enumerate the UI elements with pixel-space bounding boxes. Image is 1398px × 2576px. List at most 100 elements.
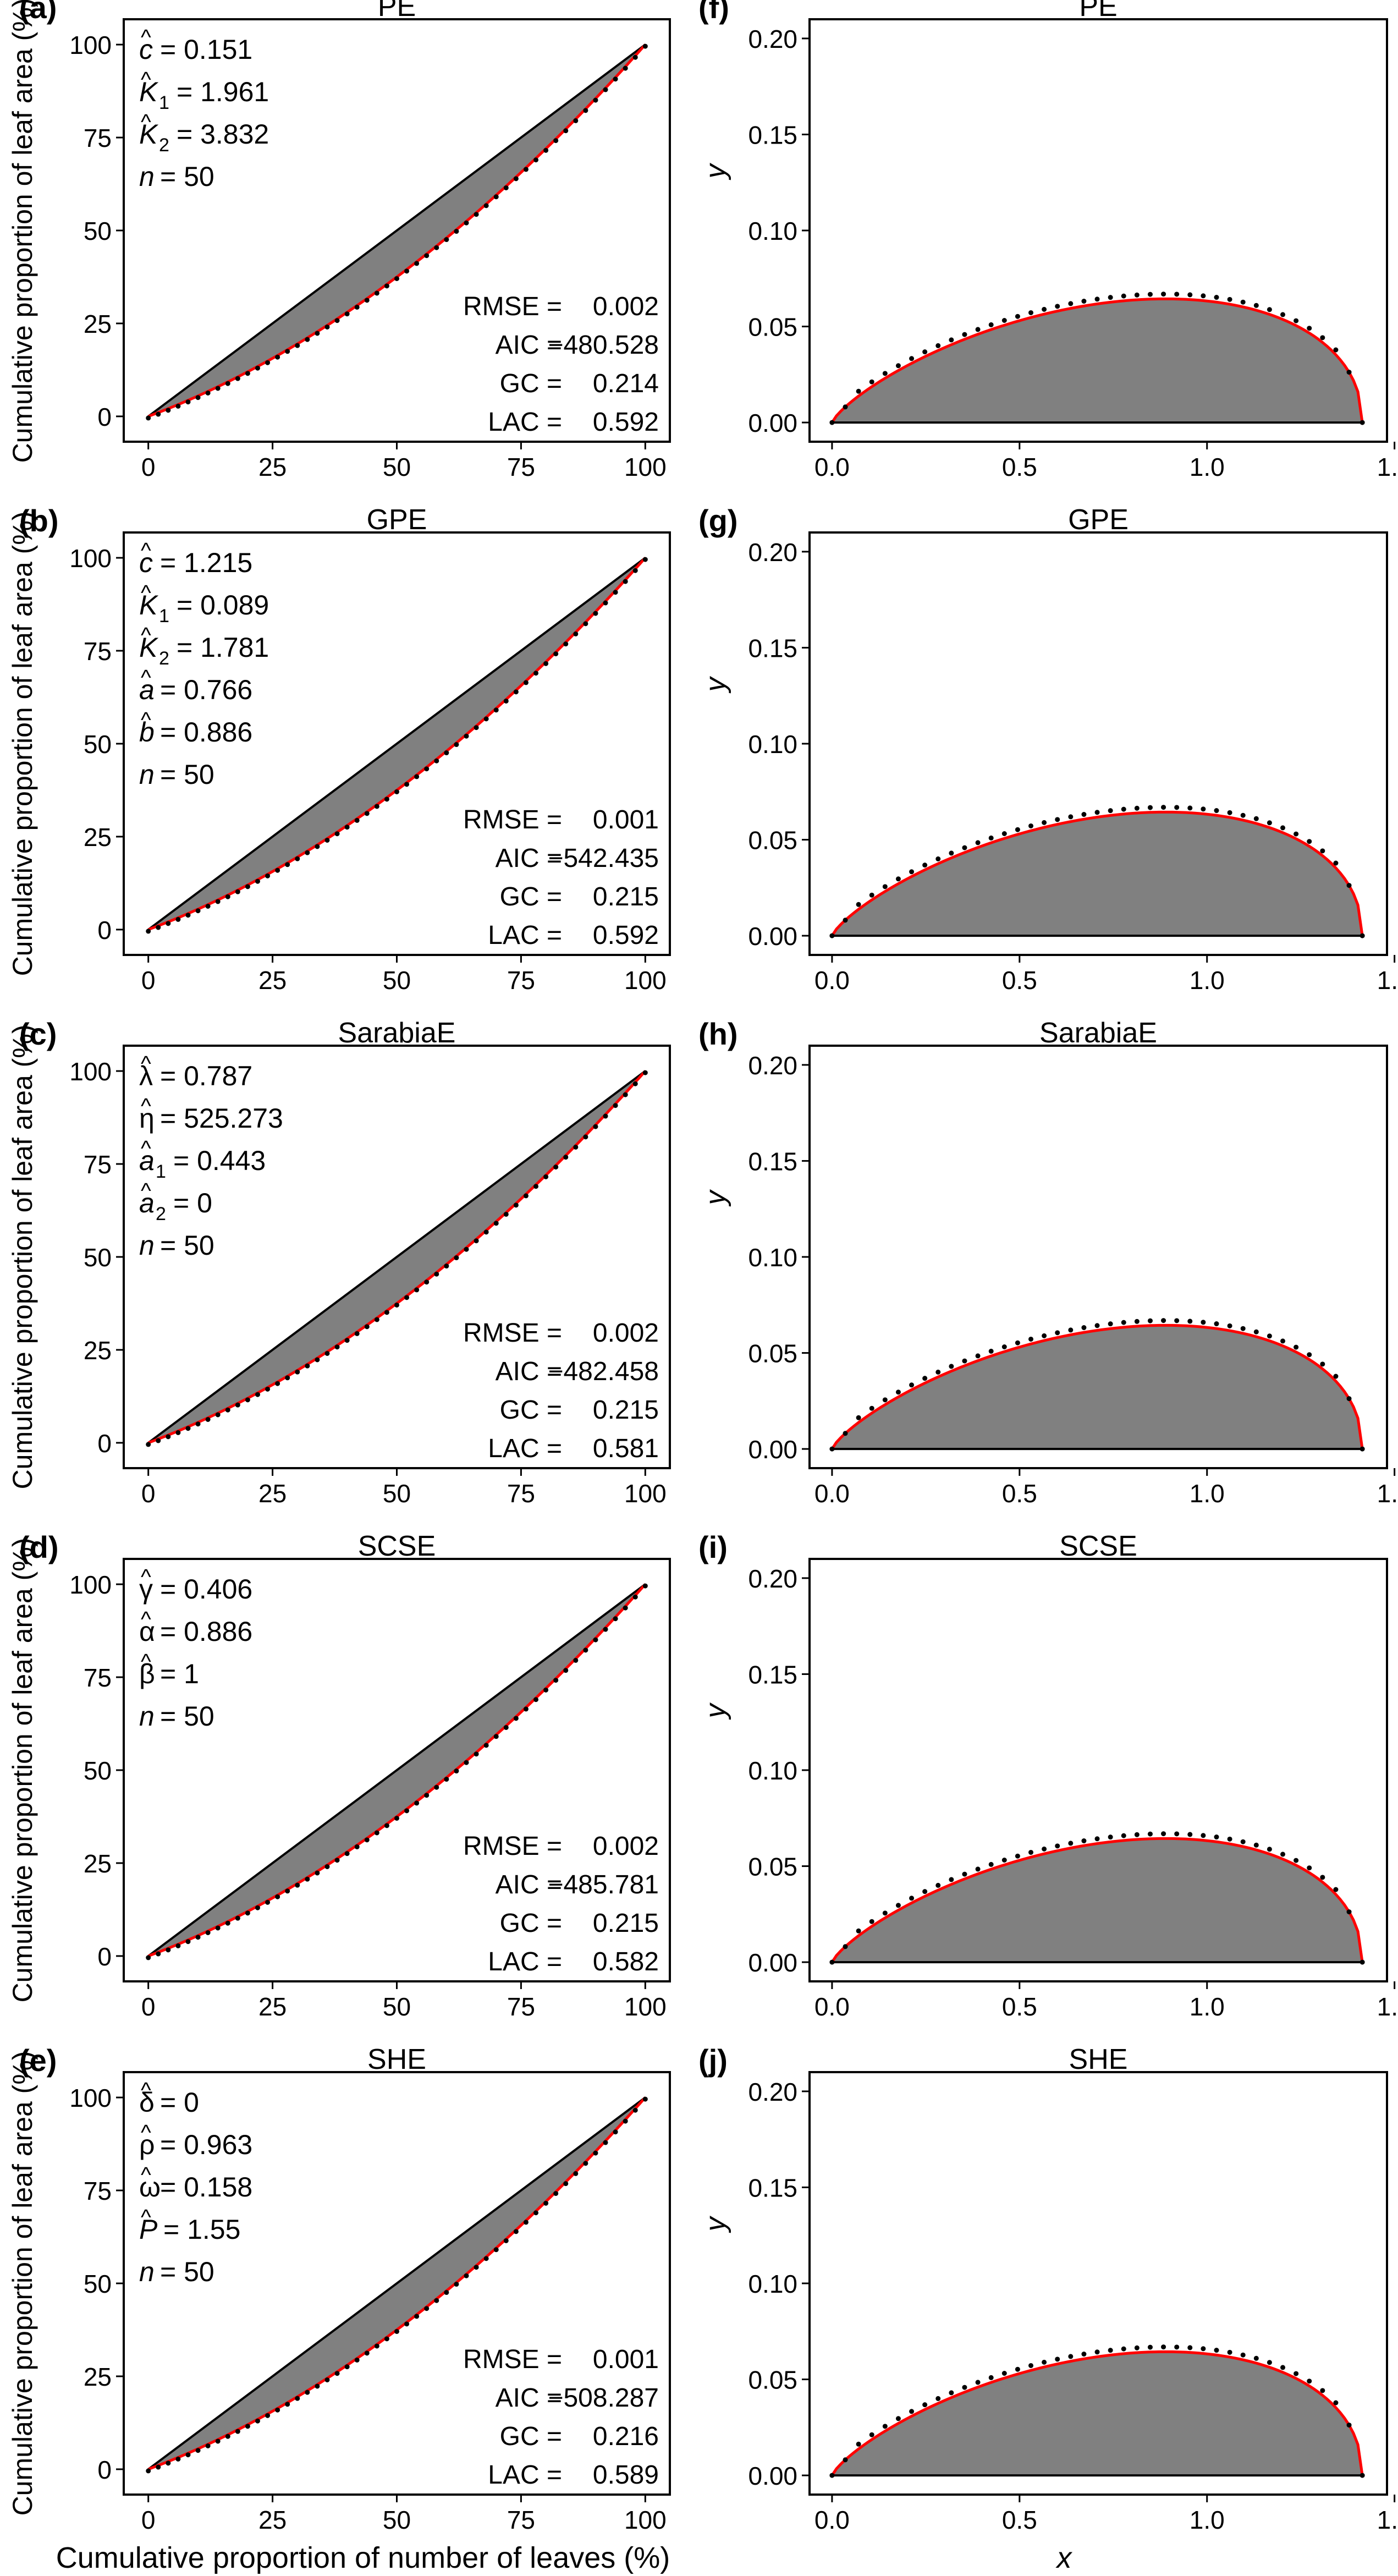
- panel-label: (f): [698, 0, 729, 25]
- param-value: = 0.886: [160, 1616, 252, 1647]
- observed-point: [1253, 1329, 1259, 1334]
- observed-point: [424, 1279, 430, 1285]
- observed-point: [1001, 2370, 1007, 2376]
- observed-point: [1174, 292, 1180, 297]
- param-subscript: 1: [159, 606, 169, 627]
- observed-point: [1161, 1318, 1166, 1323]
- observed-point: [146, 929, 151, 934]
- observed-point: [1042, 2359, 1047, 2365]
- observed-point: [563, 128, 569, 134]
- observed-point: [1015, 1340, 1020, 1345]
- observed-point: [1042, 1846, 1047, 1852]
- observed-point: [632, 568, 638, 573]
- observed-point: [1187, 292, 1193, 298]
- panel-label: (g): [698, 503, 738, 538]
- param-value: = 50: [160, 1230, 214, 1261]
- observed-point: [384, 797, 389, 802]
- observed-point: [632, 1594, 638, 1600]
- x-tick-label: 100: [624, 2506, 667, 2534]
- observed-point: [344, 1851, 350, 1857]
- observed-point: [553, 2191, 559, 2196]
- x-axis-label-left: Cumulative proportion of number of leave…: [56, 2541, 670, 2574]
- observed-point: [1134, 1319, 1140, 1324]
- observed-point: [573, 2171, 579, 2176]
- y-tick-label: 50: [84, 730, 112, 759]
- observed-point: [1161, 1831, 1166, 1837]
- observed-point: [146, 1442, 151, 1447]
- observed-point: [344, 1338, 350, 1343]
- observed-point: [235, 1402, 240, 1408]
- observed-point: [922, 1889, 928, 1894]
- observed-point: [493, 194, 499, 200]
- observed-point: [175, 916, 181, 922]
- observed-point: [1068, 1841, 1074, 1846]
- observed-point: [1121, 1833, 1126, 1838]
- observed-point: [205, 391, 211, 396]
- observed-point: [1214, 808, 1219, 814]
- x-tick-label: 0.5: [1002, 453, 1037, 481]
- observed-point: [1094, 1836, 1100, 1842]
- x-tick-label: 0.5: [1002, 1479, 1037, 1508]
- stat-label: LAC =: [488, 921, 562, 950]
- observed-point: [563, 1668, 569, 1673]
- observed-point: [354, 1844, 360, 1849]
- y-tick-label: 100: [69, 1570, 112, 1599]
- observed-point: [156, 2464, 161, 2470]
- observed-point: [988, 1348, 994, 1354]
- observed-point: [434, 245, 439, 250]
- observed-point: [642, 43, 648, 49]
- hat-mark: ^: [141, 2078, 151, 2102]
- observed-point: [1307, 1352, 1312, 1358]
- observed-point: [1267, 1847, 1272, 1852]
- param-symbol: γ: [139, 1574, 153, 1605]
- observed-point: [305, 1363, 310, 1369]
- x-tick-label: 100: [624, 453, 667, 481]
- equality-line: [147, 43, 646, 418]
- param-estimate: ^b = 0.886: [139, 708, 252, 748]
- x-tick-label: 50: [383, 1479, 411, 1508]
- observed-point: [1187, 1832, 1193, 1837]
- observed-point: [305, 2390, 310, 2395]
- y-tick-label: 0.15: [748, 1147, 797, 1176]
- observed-point: [949, 1364, 954, 1369]
- observed-point: [1174, 2344, 1180, 2350]
- observed-point: [205, 1417, 211, 1422]
- observed-point: [533, 671, 539, 676]
- panel-i: (i) SCSE y 0.00 0.05 0.10 0.15 0.20 0.0 0.5 1.0 1.5: [698, 1530, 1398, 2021]
- observed-point: [474, 2265, 479, 2270]
- observed-point: [856, 2441, 861, 2447]
- observed-point: [1015, 827, 1020, 832]
- observed-point: [603, 600, 608, 606]
- observed-point: [464, 2273, 469, 2278]
- param-symbol: P: [139, 2214, 158, 2245]
- observed-point: [1134, 2345, 1140, 2350]
- observed-point: [255, 1905, 260, 1910]
- observed-point: [334, 831, 340, 837]
- panel-label: (b): [19, 503, 59, 538]
- observed-point: [1187, 2345, 1193, 2350]
- observed-point: [1161, 2344, 1166, 2350]
- stat-value: 0.582: [593, 1947, 659, 1976]
- observed-point: [869, 2432, 874, 2437]
- param-symbol: c: [139, 34, 153, 65]
- param-estimate: ^η = 525.273: [139, 1094, 283, 1134]
- observed-point: [503, 1724, 509, 1730]
- observed-point: [315, 331, 320, 336]
- observed-point: [265, 360, 271, 365]
- observed-point: [344, 825, 350, 830]
- observed-point: [295, 2396, 300, 2401]
- observed-point: [493, 1734, 499, 1739]
- y-tick-label: 0.15: [748, 1660, 797, 1689]
- observed-point: [1028, 1336, 1033, 1342]
- observed-point: [305, 850, 310, 855]
- param-symbol: ω: [139, 2172, 161, 2202]
- fitted-curve: [830, 2350, 1364, 2476]
- observed-point: [909, 2409, 915, 2414]
- observed-point: [949, 850, 954, 856]
- observed-point: [1028, 2363, 1033, 2368]
- param-estimate: n = 50: [139, 2256, 214, 2287]
- stat-value: 0.215: [593, 882, 659, 911]
- observed-point: [856, 388, 861, 394]
- observed-point: [1055, 304, 1060, 309]
- observed-point: [275, 867, 280, 873]
